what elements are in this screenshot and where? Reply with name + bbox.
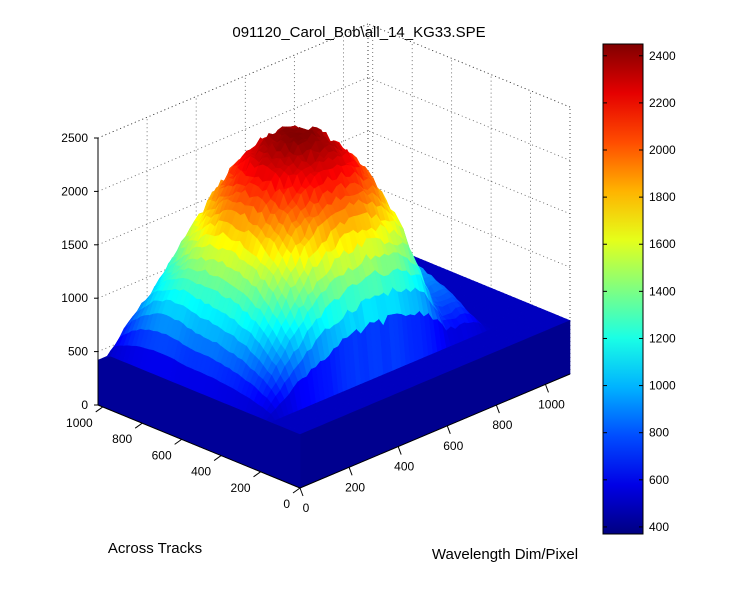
- y-tick-label: 1000: [66, 416, 93, 430]
- colorbar-tick-label: 600: [649, 473, 669, 487]
- x-axis-label: Wavelength Dim/Pixel: [432, 546, 578, 563]
- axes: 0 200 400 600 800 1000 0 200 400 600 800 1000 0 500 10…: [61, 131, 571, 515]
- grid-line: [367, 130, 571, 215]
- grid-line: [367, 23, 571, 108]
- x-tick-mark: [299, 487, 304, 497]
- grid-line: [367, 183, 571, 268]
- z-tick-label: 500: [68, 345, 88, 359]
- y-tick-mark: [174, 438, 182, 445]
- z-tick-label: 2000: [61, 184, 88, 198]
- x-tick-label: 200: [345, 480, 365, 494]
- colorbar-tick-label: 2000: [649, 143, 676, 157]
- y-tick-mark: [95, 406, 104, 413]
- z-tick-label: 1500: [61, 238, 88, 252]
- grid-line: [367, 77, 571, 161]
- colorbar-tick-label: 2400: [649, 49, 676, 63]
- x-tick-mark: [348, 467, 353, 476]
- y-axis-label: Across Tracks: [108, 540, 202, 557]
- surface: [97, 125, 571, 489]
- y-tick-mark: [134, 422, 143, 429]
- colorbar-tick-label: 1000: [649, 379, 676, 393]
- grid-line: [97, 77, 369, 192]
- x-tick-mark: [397, 446, 402, 455]
- z-tick-label: 2500: [61, 131, 88, 145]
- surface-left-skirt: [97, 356, 301, 489]
- x-tick-label: 0: [303, 501, 310, 515]
- x-axis-line: [299, 373, 571, 489]
- grid-line: [97, 23, 369, 139]
- colorbar-tick-label: 2200: [649, 96, 676, 110]
- x-tick-label: 1000: [538, 397, 565, 411]
- z-tick-label: 1000: [61, 291, 88, 305]
- x-tick-mark: [446, 425, 451, 434]
- colorbar-ticks: 400 600 800 1000 1200 1400 1600 1800 2000 2200 240…: [603, 49, 676, 534]
- y-tick-label: 400: [191, 465, 211, 479]
- x-tick-label: 400: [394, 460, 414, 474]
- z-tick-label: 0: [81, 398, 88, 412]
- colorbar-tick-label: 1200: [649, 331, 676, 345]
- y-tick-mark: [253, 471, 261, 478]
- x-tick-mark: [495, 404, 500, 414]
- surface-front-skirt: [299, 320, 571, 489]
- y-tick-label: 0: [283, 497, 290, 511]
- y-tick-label: 600: [152, 448, 172, 462]
- x-tick-mark: [544, 384, 549, 393]
- colorbar-tick-label: 1400: [649, 284, 676, 298]
- x-tick-label: 600: [443, 439, 463, 453]
- colorbar-tick-label: 1800: [649, 190, 676, 204]
- y-tick-label: 800: [112, 432, 132, 446]
- colorbar-tick-label: 800: [649, 426, 669, 440]
- colorbar-tick-label: 400: [649, 520, 669, 534]
- colorbar: 400 600 800 1000 1200 1400 1600 1800 2000 2200 240…: [602, 43, 676, 535]
- x-tick-label: 800: [492, 418, 512, 432]
- y-axis-line: [97, 404, 301, 489]
- colorbar-scale: [602, 43, 644, 535]
- chart-title: 091120_Carol_Bob\all_14_KG33.SPE: [232, 24, 485, 41]
- y-tick-mark: [292, 487, 301, 494]
- y-tick-label: 200: [231, 481, 251, 495]
- y-tick-mark: [213, 455, 222, 461]
- colorbar-tick-label: 1600: [649, 237, 676, 251]
